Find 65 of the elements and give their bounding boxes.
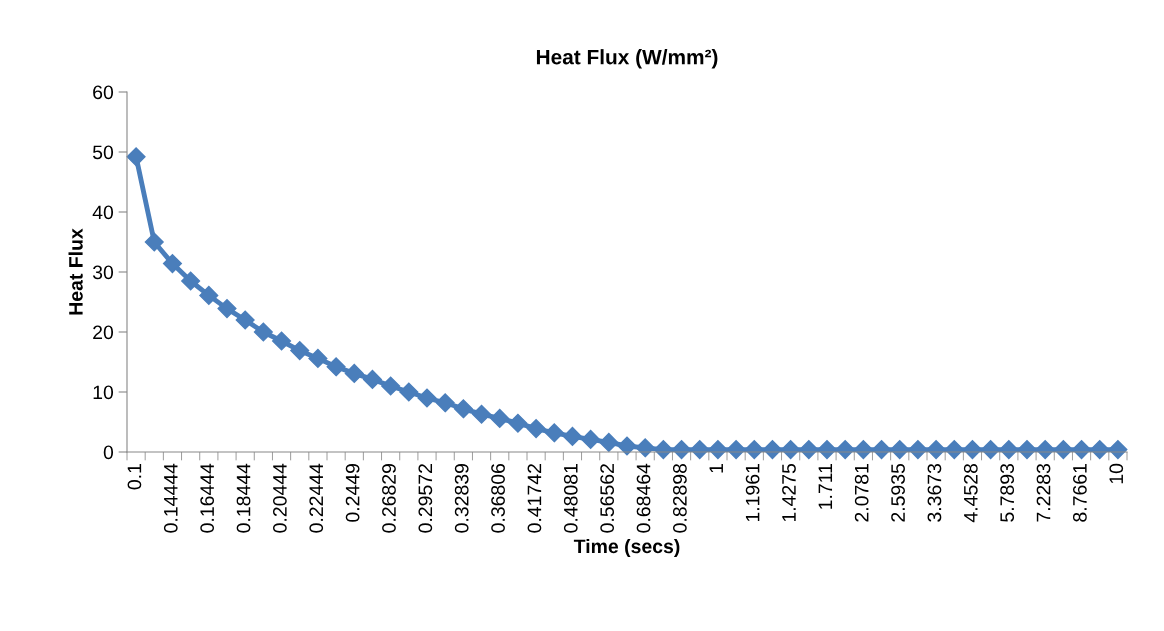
x-tick-label: 0.29572 [418, 464, 433, 533]
x-tick-label: 0.82898 [673, 463, 687, 533]
point [435, 393, 455, 413]
y-tick-label: 0 [103, 445, 114, 460]
x-tick-label: 0.32839 [454, 464, 469, 533]
x-tick-label: 0.16444 [200, 463, 215, 533]
x-tick-label: 0.20444 [273, 463, 287, 533]
point [199, 285, 219, 305]
x-tick-label: 1.711 [818, 464, 833, 509]
y-tick-label: 50 [92, 145, 114, 160]
y-tick-label: 40 [92, 205, 114, 220]
x-tick-label: 2.0781 [854, 464, 869, 522]
x-tick-label: 0.1 [127, 464, 142, 490]
x-tick-label: 7.2283 [1036, 463, 1051, 522]
point [562, 426, 582, 446]
point [181, 271, 201, 291]
point [362, 369, 382, 389]
point [381, 376, 401, 396]
point [126, 147, 146, 167]
x-tick-label: 0.48081 [563, 464, 578, 533]
point [308, 348, 328, 368]
y-tick-label: 60 [93, 85, 114, 100]
x-axis-title: Time (secs) [573, 538, 680, 558]
x-tick-label: 5.7893 [1000, 463, 1015, 522]
point [272, 331, 292, 351]
x-tick-label: 0.26829 [382, 464, 396, 533]
point [235, 310, 255, 330]
x-tick-label: 1 [709, 464, 723, 473]
x-tick-label: 0.14444 [163, 463, 178, 533]
point [581, 429, 601, 449]
point [544, 423, 564, 443]
x-tick-label: 0.41742 [527, 464, 542, 533]
x-tick-label: 10 [1109, 463, 1124, 484]
x-tick-label: 8.7661 [1073, 464, 1087, 522]
point [344, 363, 364, 383]
y-axis-title: Heat Flux [68, 228, 83, 315]
x-tick-label: 0.56562 [600, 464, 615, 533]
y-tick-label: 10 [93, 385, 114, 400]
x-tick-label: 0.22444 [309, 463, 324, 533]
chart-title: Heat Flux (W/mm²) [536, 49, 718, 69]
point [162, 254, 182, 274]
point [326, 357, 346, 377]
x-tick-label: 0.2449 [345, 464, 360, 522]
point [253, 322, 273, 342]
x-tick-label: 4.4528 [963, 463, 978, 523]
point [599, 432, 619, 452]
point [417, 388, 437, 408]
point [472, 404, 492, 424]
y-tick-label: 20 [93, 325, 114, 340]
point [290, 341, 310, 361]
point [144, 232, 164, 252]
x-tick-label: 0.68464 [636, 463, 651, 533]
point [490, 408, 510, 428]
x-tick-label: 3.3673 [927, 463, 942, 522]
point [399, 382, 419, 402]
point [526, 419, 546, 439]
point [508, 413, 528, 433]
x-tick-label: 0.18444 [236, 463, 251, 533]
x-tick-label: 1.4275 [782, 463, 796, 522]
y-tick-label: 30 [92, 265, 114, 280]
x-tick-label: 2.5935 [891, 463, 905, 522]
x-tick-label: 1.1961 [745, 464, 760, 522]
point [453, 399, 473, 419]
point [217, 299, 237, 319]
x-tick-label: 0.36806 [491, 463, 505, 533]
